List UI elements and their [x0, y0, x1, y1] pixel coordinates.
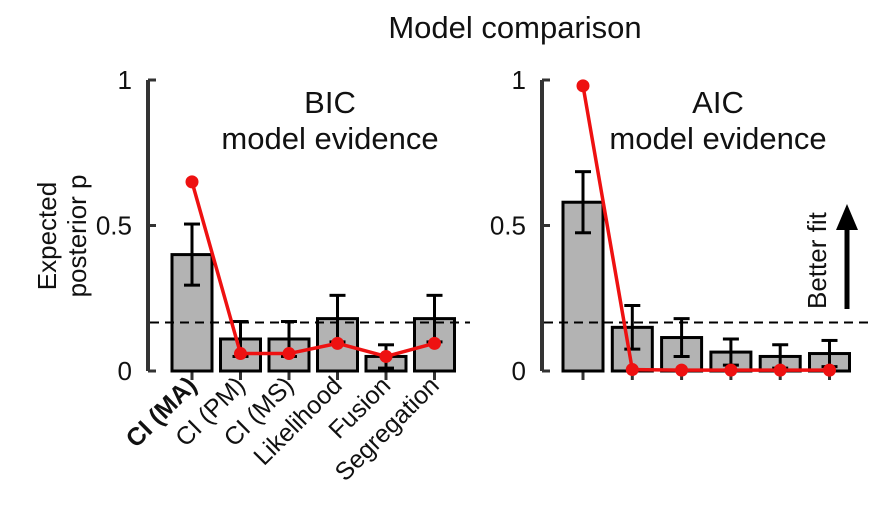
y-tick-label: 0.5: [96, 211, 132, 241]
posterior-point: [625, 363, 639, 377]
posterior-line: [581, 85, 830, 372]
better-fit-label: Better fit: [802, 211, 832, 309]
panel-title-line1: BIC: [304, 85, 356, 120]
better-fit-arrow-head: [836, 204, 858, 230]
posterior-point: [379, 349, 393, 363]
y-tick-label: 1: [118, 65, 132, 95]
figure-title: Model comparison: [388, 10, 641, 45]
panel-title-line2: model evidence: [609, 121, 826, 156]
posterior-point: [823, 363, 836, 377]
better-fit-annotation: Better fit: [802, 204, 858, 309]
y-tick-label: 0.5: [490, 211, 526, 241]
posterior-point: [185, 175, 199, 189]
posterior-point: [675, 363, 689, 377]
posterior-point: [724, 363, 738, 377]
y-tick-label: 0: [118, 356, 132, 386]
y-tick-label: 1: [512, 65, 526, 95]
posterior-point: [428, 336, 441, 350]
y-axis-label-line1: Expected: [32, 182, 62, 290]
posterior-point: [773, 363, 787, 377]
posterior-point: [234, 347, 247, 361]
posterior-point: [282, 347, 296, 361]
y-tick-label: 0: [512, 356, 526, 386]
posterior-line: [190, 181, 435, 359]
y-axis-label: Expected posterior p: [32, 175, 92, 298]
y-axis-label-line2: posterior p: [62, 175, 92, 298]
panel-title-line1: AIC: [692, 85, 744, 120]
posterior-point: [331, 336, 344, 350]
panel-title-line2: model evidence: [221, 121, 438, 156]
posterior-point: [576, 79, 590, 93]
